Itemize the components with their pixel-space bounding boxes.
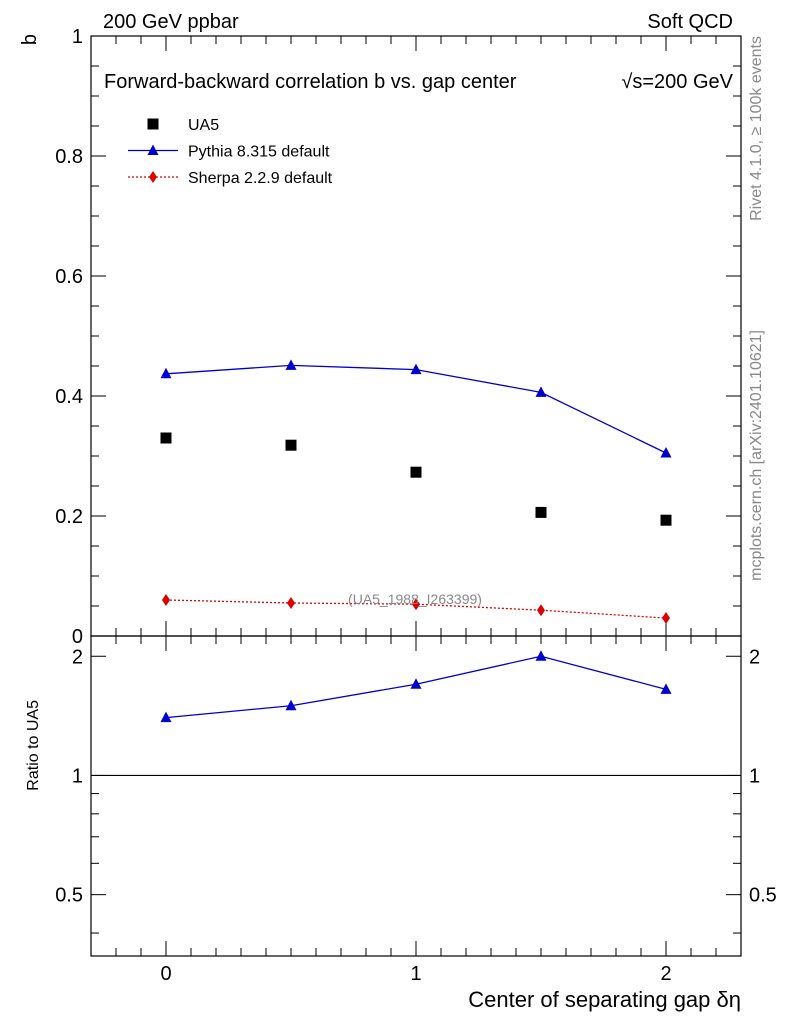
legend-sherpa-marker — [149, 171, 157, 183]
pythia-ratio-point — [160, 711, 172, 723]
ratio-y-axis-label: Ratio to UA5 — [25, 700, 42, 791]
ratio-y-tick-label-right: 1 — [749, 765, 760, 787]
ratio-y-tick-label-right: 2 — [749, 646, 760, 668]
pythia-main-point — [160, 367, 172, 379]
ratio-y-tick-label-left: 2 — [72, 646, 83, 668]
sherpa-main-point — [287, 597, 295, 609]
ua5-main-point — [410, 466, 422, 478]
sherpa-main-point — [412, 598, 420, 611]
pythia-ratio-point — [410, 678, 422, 689]
rivet-version-label: Rivet 4.1.0, ≥ 100k events — [748, 36, 765, 221]
main-y-tick-label: 0 — [72, 626, 83, 648]
legend-ua5-label: UA5 — [188, 117, 219, 134]
pythia-ratio-point — [285, 699, 297, 711]
main-y-tick-label: 1 — [72, 26, 83, 48]
pythia-ratio-point — [660, 683, 672, 694]
main-y-tick-label: 0.8 — [55, 146, 83, 168]
sherpa-main-point — [162, 594, 170, 606]
x-tick-label: 2 — [660, 963, 671, 985]
x-axis-label: Center of separating gap δη — [468, 987, 741, 1012]
legend-pythia-label: Pythia 8.315 default — [188, 144, 330, 161]
header-right: Soft QCD — [647, 11, 733, 33]
main-y-axis-label: b — [19, 34, 41, 45]
x-tick-label: 0 — [160, 963, 171, 985]
sherpa-main-point — [537, 604, 545, 617]
main-y-tick-label: 0.4 — [55, 386, 83, 408]
ratio-y-tick-label-right: 0.5 — [749, 885, 777, 907]
pythia-ratio-point — [535, 650, 547, 661]
ua5-main-point — [535, 506, 547, 518]
main-chart-title: Forward-backward correlation b vs. gap c… — [104, 71, 517, 93]
ratio-y-tick-label-left: 0.5 — [55, 885, 83, 907]
mcplots-source-label: mcplots.cern.ch [arXiv:2401.10621] — [748, 330, 765, 581]
ratio-y-tick-label-left: 1 — [72, 765, 83, 787]
x-tick-label: 1 — [410, 963, 421, 985]
legend-pythia-marker — [147, 144, 159, 155]
pythia-main-point — [535, 386, 547, 397]
sherpa-main-point — [662, 612, 670, 624]
pythia-main-point — [660, 447, 672, 458]
legend-sherpa-label: Sherpa 2.2.9 default — [188, 170, 333, 187]
legend: UA5 Pythia 8.315 default Sherpa 2.2.9 defa… — [128, 117, 333, 187]
ua5-main-point — [160, 432, 172, 444]
pythia-main-point — [285, 359, 297, 370]
legend-ua5-marker — [147, 118, 159, 130]
ua5-main-point — [285, 439, 297, 451]
ua5-main-point — [660, 514, 672, 526]
sherpa-main-line — [165, 599, 667, 619]
energy-label: √s=200 GeV — [621, 71, 733, 93]
pythia-main-line — [165, 364, 667, 454]
header-left: 200 GeV ppbar — [103, 11, 239, 33]
main-y-tick-label: 0.6 — [55, 266, 83, 288]
reference-label: (UA5_1988_I263399) — [348, 591, 482, 607]
main-y-tick-label: 0.2 — [55, 506, 83, 528]
pythia-main-point — [410, 363, 422, 375]
